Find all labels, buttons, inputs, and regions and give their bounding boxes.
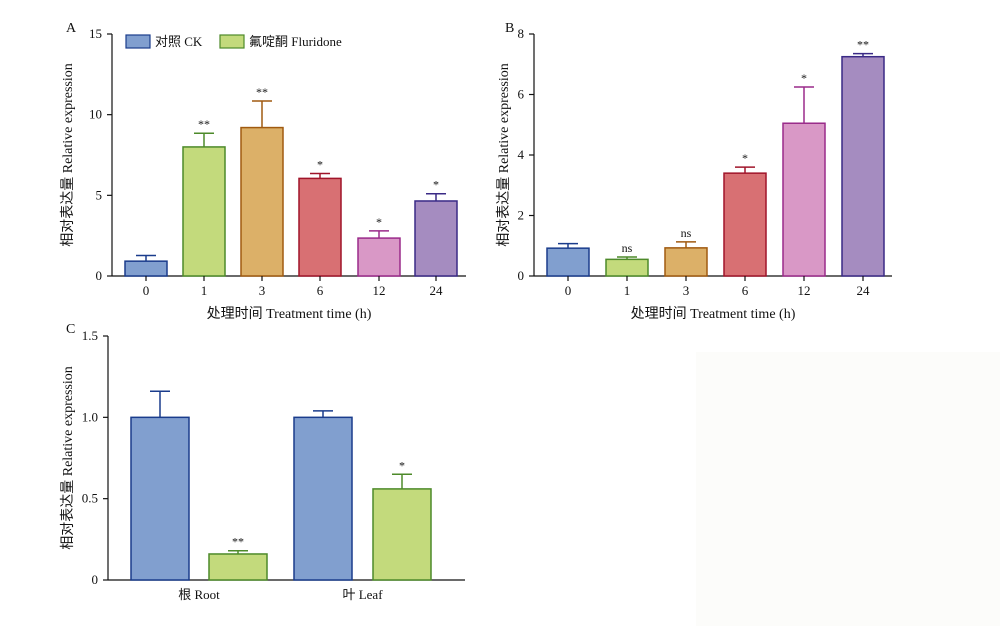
panel-b-y-axis-title: 相对表达量 Relative expression: [496, 63, 512, 247]
panel-a-significance-label: *: [317, 158, 323, 172]
panel-b-x-axis-title: 处理时间 Treatment time (h): [631, 306, 796, 322]
legend-label-fluridone: 氟啶酮 Fluridone: [249, 34, 342, 49]
panel-c-significance-label: *: [399, 458, 405, 472]
panel-a-significance-label: **: [256, 85, 268, 99]
panel-a-significance-label: *: [433, 178, 439, 192]
panel-a-letter: A: [66, 21, 77, 36]
panel-a-significance-label: **: [198, 117, 210, 131]
panel-b-x-tick-label: 6: [742, 283, 749, 298]
panel-a-bar: [240, 126, 284, 277]
panel-c-x-tick-label: 根 Root: [178, 587, 220, 602]
panel-a-y-tick-label: 15: [89, 26, 102, 41]
panel-a-bar: [182, 146, 226, 277]
legend-swatch-ck: [125, 34, 151, 49]
panel-b-x-tick-label: 24: [857, 283, 871, 298]
panel-c-y-tick-label: 1.0: [82, 409, 98, 424]
panel-b-significance-label: ns: [681, 226, 692, 240]
legend: 对照 CK 氟啶酮 Fluridone: [125, 34, 342, 49]
panel-b-x-tick-label: 1: [624, 283, 631, 298]
panel-c-y-tick-label: 0: [92, 572, 99, 587]
panel-c-y-axis-title: 相对表达量 Relative expression: [60, 366, 76, 550]
background-patch: [696, 352, 1000, 626]
panel-c-letter: C: [66, 322, 75, 337]
panel-a-x-axis-title: 处理时间 Treatment time (h): [207, 306, 372, 322]
panel-b-x-tick-label: 0: [565, 283, 572, 298]
panel-a-y-tick-label: 0: [96, 268, 103, 283]
panel-a-x-tick-label: 12: [373, 283, 386, 298]
panel-b-significance-label: **: [857, 38, 869, 52]
panel-a-x-tick-label: 24: [430, 283, 444, 298]
legend-swatch-fluridone: [219, 34, 245, 49]
panel-a-y-tick-label: 5: [96, 187, 103, 202]
panel-b-bar: [841, 55, 885, 277]
panel-a-x-tick-label: 0: [143, 283, 150, 298]
panel-a-bar: [357, 237, 401, 277]
panel-b-significance-label: *: [801, 71, 807, 85]
panel-c-x-tick-label: 叶 Leaf: [342, 587, 383, 602]
panel-b-y-tick-label: 2: [518, 208, 525, 223]
panel-a-bar: [298, 177, 342, 277]
panel-c-chart: C 0 0.5 1.0 1.5 ** 根 Root * 叶 Leaf 相对表达量 Relative…: [60, 322, 465, 602]
panel-a-chart: A 0 5 10 15 0 1 ** 3 ** 6 * 12 * 24 * 处理时间 Treatment tim…: [60, 21, 466, 322]
panel-b-y-tick-label: 4: [518, 147, 525, 162]
panel-c-bar: [372, 488, 432, 581]
panel-a-y-tick-label: 10: [89, 107, 102, 122]
panel-c-bar: [208, 553, 268, 581]
panel-b-letter: B: [505, 21, 514, 36]
panel-b-significance-label: ns: [622, 241, 633, 255]
legend-label-ck: 对照 CK: [155, 34, 203, 49]
panel-a-x-tick-label: 1: [201, 283, 208, 298]
panel-b-y-tick-label: 0: [518, 268, 525, 283]
panel-b-x-tick-label: 12: [798, 283, 811, 298]
panel-c-y-tick-label: 1.5: [82, 328, 98, 343]
panel-c-bar: [130, 416, 190, 581]
panel-c-bar: [293, 416, 353, 581]
panel-b-significance-label: *: [742, 151, 748, 165]
panel-a-bar: [124, 260, 168, 277]
panel-c-significance-label: **: [232, 535, 244, 549]
panel-a-x-tick-label: 6: [317, 283, 324, 298]
panel-a-significance-label: *: [376, 215, 382, 229]
panel-a-y-axis-title: 相对表达量 Relative expression: [60, 63, 76, 247]
panel-b-bar: [546, 247, 590, 277]
panel-b-y-tick-label: 8: [518, 26, 525, 41]
panel-c-y-tick-label: 0.5: [82, 491, 98, 506]
panel-b-bar: [723, 172, 767, 277]
panel-b-bar: [664, 247, 708, 277]
panel-a-x-tick-label: 3: [259, 283, 266, 298]
panel-b-y-tick-label: 6: [518, 87, 525, 102]
panel-b-bar: [605, 258, 649, 277]
panel-a-bar: [414, 200, 458, 277]
panel-b-x-tick-label: 3: [683, 283, 690, 298]
panel-b-bar: [782, 122, 826, 277]
